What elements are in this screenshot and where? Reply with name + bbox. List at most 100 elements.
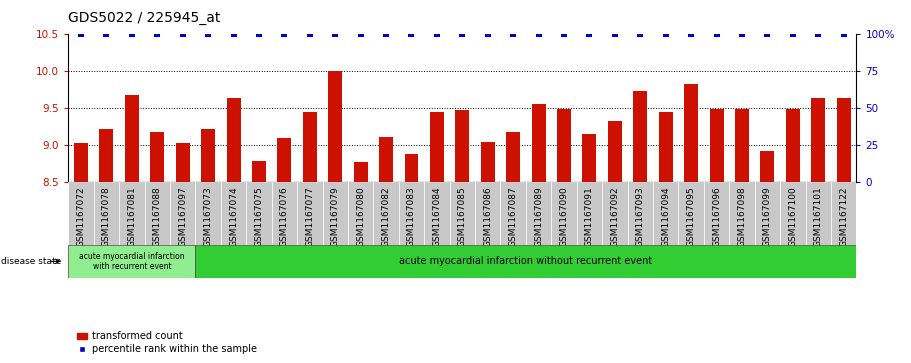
Bar [252,161,266,182]
Text: GSM1167079: GSM1167079 [331,187,340,247]
Bar [125,95,138,182]
Point [659,32,673,37]
Text: GSM1167085: GSM1167085 [458,187,466,247]
Bar [780,182,805,245]
Bar [99,129,114,182]
Bar [399,182,425,245]
Bar [679,182,704,245]
Point [684,32,699,37]
Point [760,32,774,37]
Bar [481,142,495,182]
Text: GSM1167093: GSM1167093 [636,187,645,247]
Bar [374,182,399,245]
Bar [754,182,780,245]
Text: GSM1167122: GSM1167122 [839,187,848,247]
Bar [831,182,856,245]
Bar [500,182,526,245]
Text: GSM1167092: GSM1167092 [610,187,619,247]
Bar [450,182,475,245]
Bar [353,162,368,182]
Text: GSM1167101: GSM1167101 [814,187,823,247]
Point [302,32,317,37]
Bar [786,110,800,182]
Bar [805,182,831,245]
Bar [94,182,119,245]
Text: GSM1167090: GSM1167090 [559,187,568,247]
Point [785,32,800,37]
Text: GSM1167082: GSM1167082 [382,187,391,247]
Bar [322,182,348,245]
Bar [582,134,597,182]
Text: GSM1167094: GSM1167094 [661,187,670,247]
Text: GSM1167076: GSM1167076 [280,187,289,247]
Text: GSM1167083: GSM1167083 [407,187,416,247]
Text: GSM1167099: GSM1167099 [763,187,772,247]
Text: GSM1167095: GSM1167095 [687,187,696,247]
Text: GSM1167078: GSM1167078 [102,187,111,247]
Bar [425,182,450,245]
Bar [302,112,317,182]
Point [608,32,622,37]
Bar [404,154,418,182]
Bar [729,182,754,245]
Bar [271,182,297,245]
Text: GSM1167098: GSM1167098 [737,187,746,247]
Bar [119,182,145,245]
Point [226,32,241,37]
Text: GSM1167091: GSM1167091 [585,187,594,247]
Bar [348,182,374,245]
Point [811,32,825,37]
Text: GSM1167072: GSM1167072 [77,187,86,247]
Bar [220,182,246,245]
Bar [227,98,241,182]
Text: disease state: disease state [1,257,61,266]
Text: GSM1167097: GSM1167097 [179,187,188,247]
Text: GSM1167073: GSM1167073 [204,187,212,247]
Point [176,32,190,37]
Point [455,32,470,37]
Bar [150,131,164,182]
Bar [532,104,546,182]
Bar [145,182,170,245]
Point [710,32,724,37]
Text: GSM1167089: GSM1167089 [534,187,543,247]
Bar [507,131,520,182]
Point [328,32,343,37]
Point [836,32,851,37]
Point [353,32,368,37]
Point [557,32,571,37]
Bar [710,110,723,182]
Bar [196,182,220,245]
Bar [659,113,672,182]
Bar [176,143,189,182]
Bar [430,112,444,182]
Text: GSM1167080: GSM1167080 [356,187,365,247]
Text: GSM1167100: GSM1167100 [788,187,797,247]
Point [125,32,139,37]
Text: GSM1167077: GSM1167077 [305,187,314,247]
Bar [475,182,500,245]
Bar [68,245,196,278]
Point [480,32,495,37]
Point [633,32,648,37]
Text: GSM1167087: GSM1167087 [508,187,517,247]
Bar [704,182,729,245]
Text: GSM1167086: GSM1167086 [483,187,492,247]
Text: GSM1167075: GSM1167075 [254,187,263,247]
Bar [811,98,825,182]
Bar [577,182,602,245]
Text: GSM1167074: GSM1167074 [229,187,238,247]
Bar [551,182,577,245]
Bar [278,138,292,182]
Point [582,32,597,37]
Text: acute myocardial infarction without recurrent event: acute myocardial infarction without recu… [399,256,652,266]
Point [734,32,749,37]
Point [74,32,88,37]
Bar [246,182,271,245]
Bar [170,182,196,245]
Point [277,32,292,37]
Bar [196,245,856,278]
Bar [633,91,647,182]
Text: GSM1167081: GSM1167081 [128,187,137,247]
Bar [761,151,774,182]
